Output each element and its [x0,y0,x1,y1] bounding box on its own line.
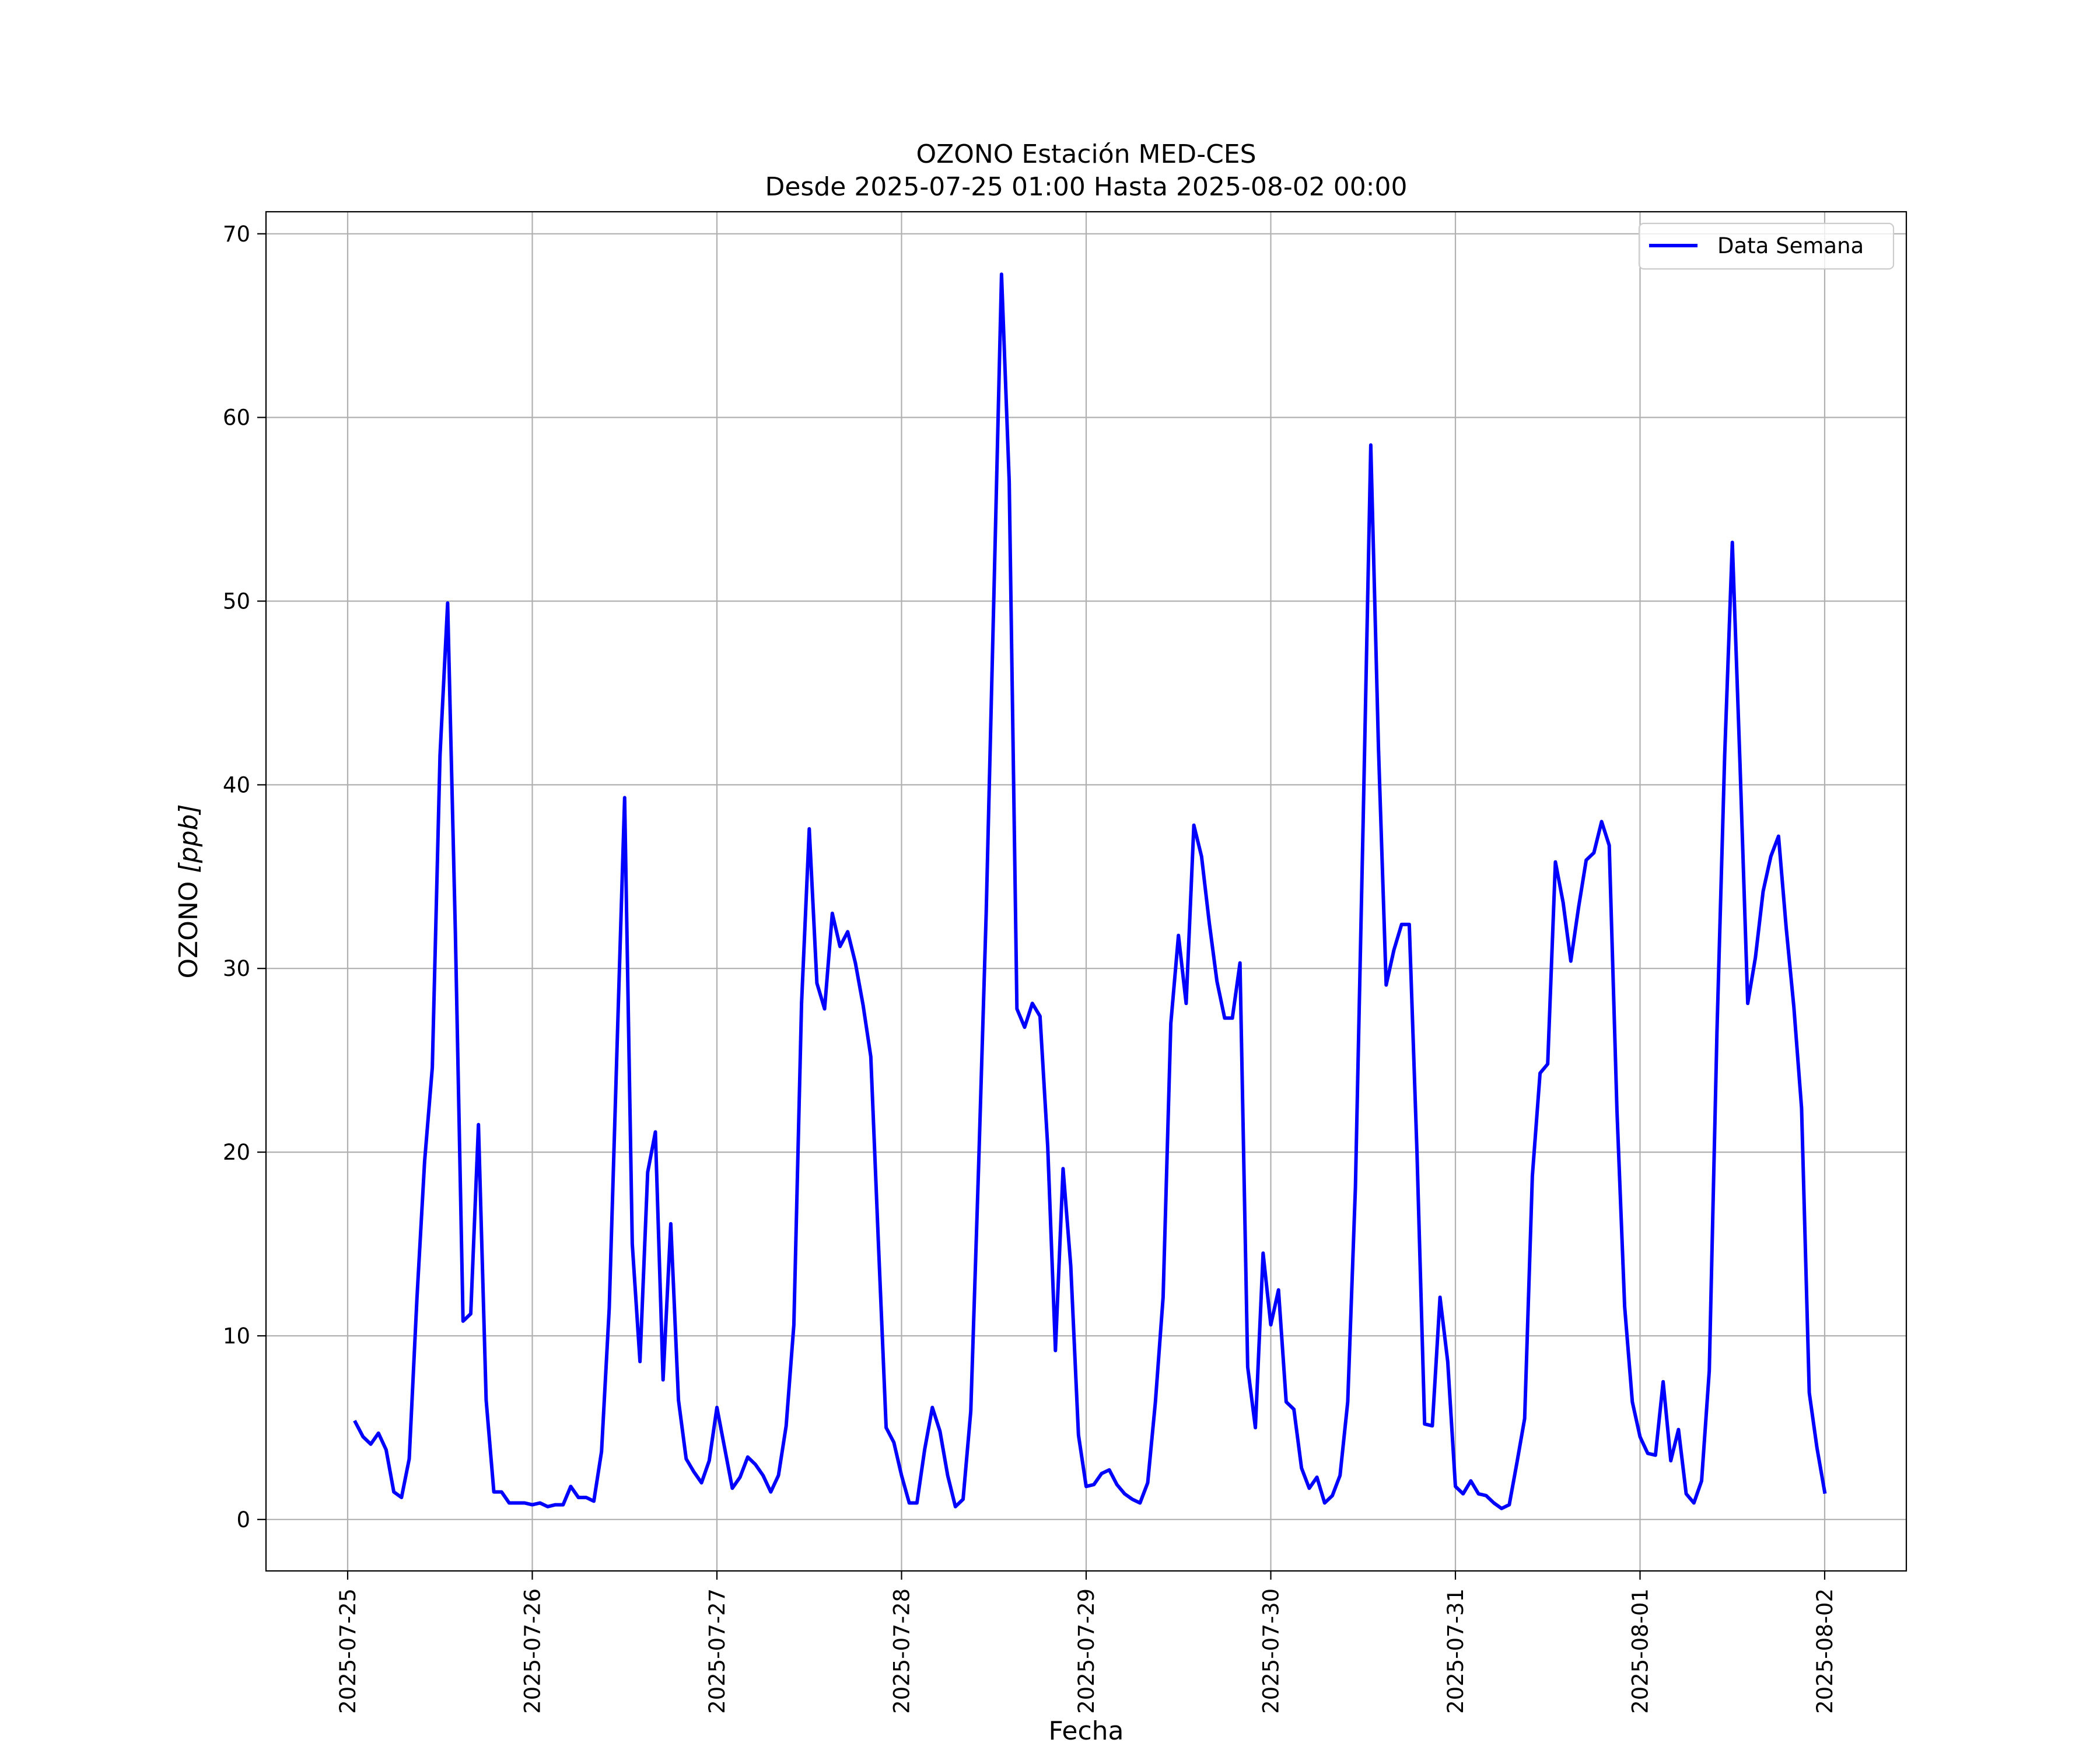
x-tick-label: 2025-07-28 [890,1588,915,1714]
y-tick-label: 10 [223,1324,250,1349]
x-axis-label: Fecha [1048,1716,1124,1746]
x-tick-label: 2025-08-02 [1812,1588,1838,1714]
y-tick-label: 60 [223,405,250,430]
legend: Data Semana [1638,222,1895,270]
plot-frame [265,211,1908,1572]
chart-subtitle: Desde 2025-07-25 01:00 Hasta 2025-08-02 … [765,172,1407,202]
x-tick-label: 2025-07-26 [520,1588,545,1714]
x-tick-label: 2025-07-27 [705,1588,730,1714]
y-axis-label: OZONO [ppb] [174,804,204,978]
y-tick-label: 20 [223,1140,250,1165]
grid-layer [266,212,1906,1571]
series-line-data-semana [353,272,1827,1510]
y-axis-label-unit: [ppb] [174,804,204,873]
tick-layer: 0 10 20 30 40 50 60 70 2025-07-25 2025-07-26 2025-… [223,222,1838,1714]
y-tick-label: 40 [223,772,250,797]
y-tick-label: 70 [223,222,250,247]
legend-label: Data Semana [1717,233,1864,258]
x-tick-label: 2025-07-29 [1074,1588,1099,1714]
x-tick-label: 2025-08-01 [1628,1588,1653,1714]
series-layer [353,272,1827,1510]
y-tick-label: 0 [236,1507,250,1532]
x-tick-label: 2025-07-30 [1259,1588,1284,1714]
x-tick-label: 2025-07-25 [335,1588,360,1714]
y-tick-label: 50 [223,589,250,614]
x-tick-label: 2025-07-31 [1443,1588,1468,1714]
y-tick-label: 30 [223,956,250,981]
chart-title: OZONO Estación MED-CES [916,139,1256,169]
y-axis-label-main: OZONO [174,873,204,979]
legend-box [1638,222,1895,270]
